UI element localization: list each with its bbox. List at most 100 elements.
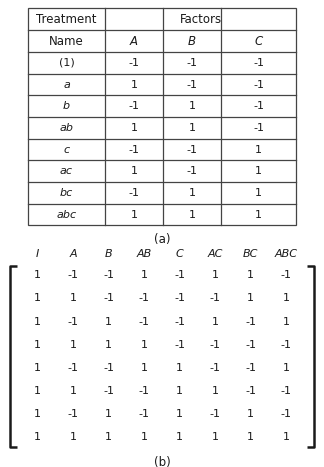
- Text: 1: 1: [105, 317, 112, 326]
- Text: -1: -1: [174, 340, 185, 350]
- Text: a: a: [63, 79, 70, 90]
- Text: -1: -1: [68, 409, 79, 419]
- Text: 1: 1: [255, 166, 262, 177]
- Text: 1: 1: [70, 432, 77, 442]
- Text: AB: AB: [137, 248, 152, 259]
- Text: 1: 1: [131, 210, 137, 219]
- Text: -1: -1: [281, 270, 292, 280]
- Text: 1: 1: [255, 188, 262, 198]
- Text: -1: -1: [103, 293, 114, 304]
- Text: -1: -1: [187, 145, 198, 155]
- Text: 1: 1: [255, 145, 262, 155]
- Text: 1: 1: [105, 409, 112, 419]
- Text: 1: 1: [34, 340, 41, 350]
- Text: -1: -1: [245, 340, 256, 350]
- Text: 1: 1: [70, 340, 77, 350]
- Text: ac: ac: [60, 166, 73, 177]
- Text: 1: 1: [189, 210, 195, 219]
- Text: -1: -1: [129, 58, 140, 68]
- Text: -1: -1: [139, 293, 150, 304]
- Text: 1: 1: [141, 363, 148, 373]
- Text: 1: 1: [283, 293, 290, 304]
- Text: 1: 1: [131, 79, 137, 90]
- Text: -1: -1: [210, 293, 221, 304]
- Text: 1: 1: [283, 432, 290, 442]
- Text: ABC: ABC: [275, 248, 298, 259]
- Text: 1: 1: [212, 270, 219, 280]
- Text: (1): (1): [59, 58, 75, 68]
- Text: -1: -1: [210, 340, 221, 350]
- Text: 1: 1: [189, 188, 195, 198]
- Text: 1: 1: [212, 386, 219, 396]
- Text: B: B: [105, 248, 112, 259]
- Text: 1: 1: [34, 409, 41, 419]
- Text: C: C: [254, 35, 263, 48]
- Text: (b): (b): [154, 456, 170, 467]
- Text: Name: Name: [49, 35, 84, 48]
- Text: 1: 1: [141, 432, 148, 442]
- Text: 1: 1: [247, 270, 254, 280]
- Text: 1: 1: [212, 317, 219, 326]
- Text: 1: 1: [255, 210, 262, 219]
- Text: 1: 1: [131, 166, 137, 177]
- Text: 1: 1: [131, 123, 137, 133]
- Text: A: A: [69, 248, 77, 259]
- Text: 1: 1: [141, 270, 148, 280]
- Text: AC: AC: [208, 248, 223, 259]
- Text: BC: BC: [243, 248, 259, 259]
- Text: -1: -1: [129, 145, 140, 155]
- Text: 1: 1: [34, 432, 41, 442]
- Text: -1: -1: [253, 123, 264, 133]
- Text: -1: -1: [253, 101, 264, 111]
- Text: 1: 1: [34, 293, 41, 304]
- Text: -1: -1: [245, 363, 256, 373]
- Text: 1: 1: [34, 317, 41, 326]
- Text: b: b: [63, 101, 70, 111]
- Text: 1: 1: [70, 386, 77, 396]
- Text: 1: 1: [189, 101, 195, 111]
- Text: 1: 1: [34, 270, 41, 280]
- Text: -1: -1: [281, 409, 292, 419]
- Text: -1: -1: [174, 270, 185, 280]
- Text: 1: 1: [70, 293, 77, 304]
- Text: I: I: [36, 248, 40, 259]
- Text: 1: 1: [247, 432, 254, 442]
- Text: -1: -1: [103, 270, 114, 280]
- Text: 1: 1: [141, 340, 148, 350]
- Text: ab: ab: [60, 123, 74, 133]
- Text: 1: 1: [34, 386, 41, 396]
- Text: 1: 1: [283, 363, 290, 373]
- Text: -1: -1: [187, 58, 198, 68]
- Text: 1: 1: [283, 317, 290, 326]
- Text: 1: 1: [34, 363, 41, 373]
- Text: Factors: Factors: [179, 13, 222, 26]
- Text: -1: -1: [139, 317, 150, 326]
- Text: -1: -1: [68, 363, 79, 373]
- Text: -1: -1: [174, 317, 185, 326]
- Text: -1: -1: [253, 79, 264, 90]
- Text: (a): (a): [154, 233, 170, 246]
- Text: abc: abc: [56, 210, 76, 219]
- Text: 1: 1: [176, 363, 183, 373]
- Text: -1: -1: [281, 386, 292, 396]
- Text: -1: -1: [245, 317, 256, 326]
- Text: -1: -1: [68, 270, 79, 280]
- Text: bc: bc: [60, 188, 73, 198]
- Text: 1: 1: [212, 432, 219, 442]
- Text: 1: 1: [176, 432, 183, 442]
- Text: -1: -1: [68, 317, 79, 326]
- Text: -1: -1: [103, 386, 114, 396]
- Text: 1: 1: [247, 293, 254, 304]
- Text: -1: -1: [129, 188, 140, 198]
- Text: A: A: [130, 35, 138, 48]
- Text: C: C: [176, 248, 184, 259]
- Text: Treatment: Treatment: [36, 13, 97, 26]
- Bar: [28, 8, 296, 226]
- Text: -1: -1: [253, 58, 264, 68]
- Text: -1: -1: [129, 101, 140, 111]
- Text: 1: 1: [176, 386, 183, 396]
- Text: -1: -1: [103, 363, 114, 373]
- Text: 1: 1: [176, 409, 183, 419]
- Text: -1: -1: [281, 340, 292, 350]
- Text: 1: 1: [247, 409, 254, 419]
